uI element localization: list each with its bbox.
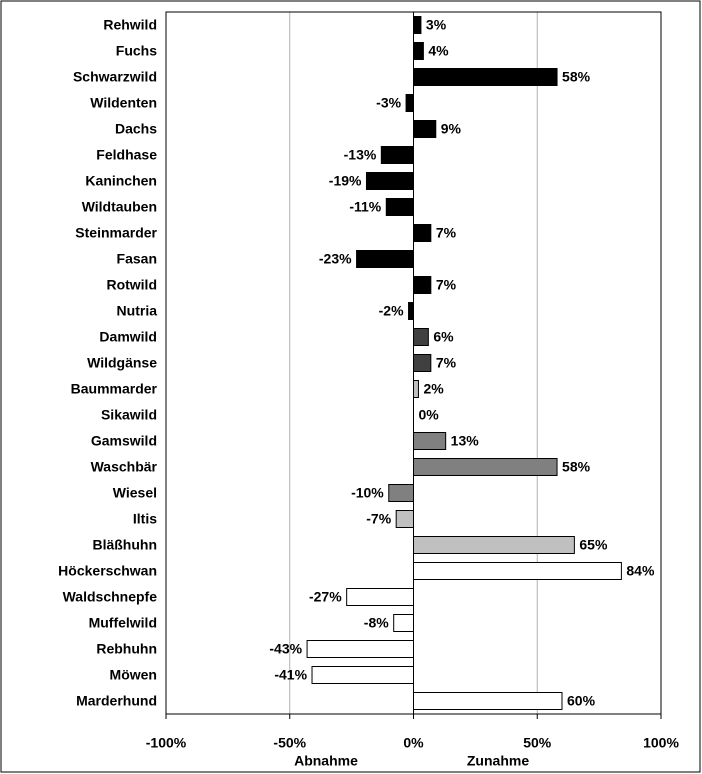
value-label: -43% <box>269 641 302 657</box>
value-label: -13% <box>344 147 377 163</box>
y-tick-label: Wildgänse <box>87 355 157 371</box>
bar <box>413 328 429 346</box>
bar <box>413 692 563 710</box>
x-tick-label: 50% <box>523 735 552 751</box>
y-tick-label: Möwen <box>110 667 157 683</box>
value-label: 6% <box>433 329 454 345</box>
bar <box>413 68 558 86</box>
value-label: 2% <box>423 381 444 397</box>
bar <box>388 484 414 502</box>
bar <box>356 250 415 268</box>
y-tick-label: Marderhund <box>76 693 157 709</box>
y-tick-label: Rotwild <box>106 277 157 293</box>
value-label: 4% <box>428 43 449 59</box>
bar <box>408 302 414 320</box>
y-tick-label: Höckerschwan <box>58 563 157 579</box>
axis-annotation: Abnahme <box>294 753 358 769</box>
y-tick-label: Rehwild <box>103 17 157 33</box>
bar <box>413 536 575 554</box>
value-label: 7% <box>436 225 457 241</box>
bar <box>385 198 414 216</box>
y-tick-label: Damwild <box>99 329 157 345</box>
value-label: 3% <box>426 17 447 33</box>
x-tick-label: -100% <box>146 735 187 751</box>
bar <box>413 120 437 138</box>
y-tick-label: Wiesel <box>113 485 157 501</box>
bar <box>395 510 414 528</box>
bar <box>413 276 432 294</box>
value-label: -19% <box>329 173 362 189</box>
value-label: 65% <box>579 537 608 553</box>
y-tick-label: Wildtauben <box>82 199 157 215</box>
bar <box>405 94 415 112</box>
bar <box>413 562 622 580</box>
x-tick-label: -50% <box>273 735 306 751</box>
bar <box>413 354 432 372</box>
value-label: 7% <box>436 355 457 371</box>
bar <box>393 614 415 632</box>
value-label: -11% <box>349 199 381 215</box>
value-label: 58% <box>562 459 591 475</box>
value-label: -27% <box>309 589 342 605</box>
y-tick-label: Muffelwild <box>89 615 157 631</box>
value-label: -2% <box>379 303 404 319</box>
y-tick-label: Wildenten <box>90 95 157 111</box>
y-tick-label: Baummarder <box>71 381 158 397</box>
value-label: 9% <box>441 121 462 137</box>
bar <box>306 640 415 658</box>
value-label: 60% <box>567 693 596 709</box>
y-tick-label: Sikawild <box>101 407 157 423</box>
value-label: 0% <box>419 407 440 423</box>
bar <box>365 172 415 190</box>
axis-annotation: Zunahme <box>467 753 529 769</box>
y-tick-label: Schwarzwild <box>73 69 157 85</box>
bar <box>346 588 414 606</box>
value-label: 58% <box>562 69 591 85</box>
y-tick-label: Feldhase <box>96 147 157 163</box>
y-tick-label: Gamswild <box>91 433 157 449</box>
y-tick-label: Bläßhuhn <box>92 537 157 553</box>
y-tick-label: Dachs <box>115 121 157 137</box>
y-tick-label: Kaninchen <box>85 173 157 189</box>
x-tick-label: 100% <box>643 735 679 751</box>
y-tick-label: Fuchs <box>116 43 157 59</box>
bar <box>413 16 422 34</box>
value-label: -8% <box>364 615 389 631</box>
bar <box>413 224 432 242</box>
value-label: -3% <box>376 95 401 111</box>
value-label: -7% <box>366 511 391 527</box>
bar <box>311 666 414 684</box>
value-label: -10% <box>351 485 384 501</box>
value-label: 7% <box>436 277 457 293</box>
y-tick-label: Waldschnepfe <box>63 589 158 605</box>
bar <box>413 458 558 476</box>
bar <box>413 42 424 60</box>
value-label: -23% <box>319 251 352 267</box>
value-label: -41% <box>274 667 307 683</box>
y-tick-label: Nutria <box>117 303 158 319</box>
bar <box>413 380 419 398</box>
y-tick-label: Steinmarder <box>75 225 157 241</box>
y-tick-label: Fasan <box>117 251 157 267</box>
y-tick-label: Rebhuhn <box>96 641 157 657</box>
y-tick-label: Iltis <box>133 511 157 527</box>
y-tick-label: Waschbär <box>91 459 158 475</box>
x-tick-label: 0% <box>403 735 424 751</box>
bar <box>413 432 447 450</box>
bar <box>380 146 415 164</box>
value-label: 13% <box>451 433 480 449</box>
value-label: 84% <box>626 563 655 579</box>
